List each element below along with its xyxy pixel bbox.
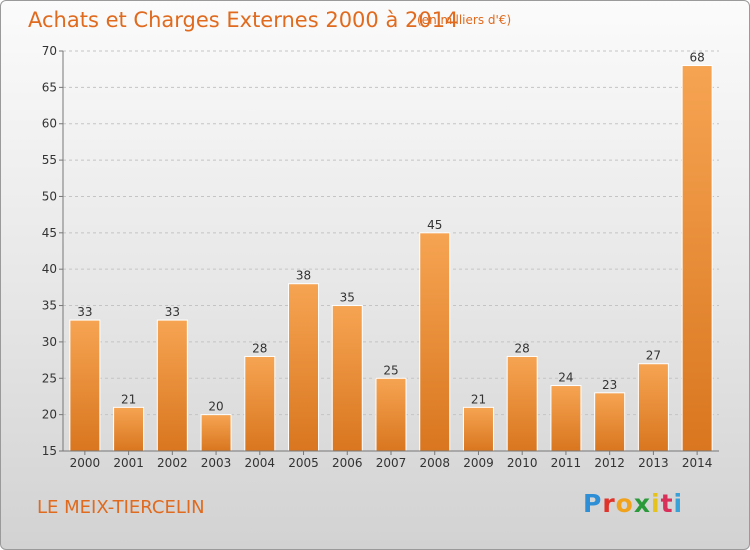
y-tick-label: 25 [42, 371, 57, 385]
bar [681, 65, 713, 452]
x-tick-label: 2014 [682, 456, 713, 470]
proxiti-logo: Proxiti [583, 489, 683, 518]
chart-title: Achats et Charges Externes 2000 à 2014 [28, 8, 459, 32]
axes: 15 20 25 30 35 40 45 50 55 60 65 70 2000 2001 2002 2003… [42, 44, 719, 470]
bar [288, 283, 320, 452]
x-tick-label: 2008 [419, 456, 450, 470]
y-tick-label: 70 [42, 44, 57, 58]
x-tick-label: 2009 [463, 456, 494, 470]
bar [506, 355, 538, 452]
bar [200, 414, 232, 452]
bar [419, 232, 451, 452]
chart-subtitle: (en milliers d'€) [417, 13, 512, 27]
x-tick-label: 2001 [113, 456, 144, 470]
logo-letter: t [660, 489, 674, 518]
bar [244, 355, 276, 452]
data-label: 68 [689, 51, 704, 65]
bar [375, 377, 407, 452]
logo-letter: P [583, 489, 603, 518]
data-label: 33 [165, 305, 180, 319]
bar [594, 392, 626, 452]
data-label: 28 [252, 341, 267, 355]
data-label: 21 [471, 392, 486, 406]
y-tick-label: 55 [42, 153, 57, 167]
data-label: 35 [340, 291, 355, 305]
bar [156, 319, 188, 452]
y-tick-label: 30 [42, 335, 57, 349]
data-label: 45 [427, 218, 442, 232]
y-tick-label: 20 [42, 408, 57, 422]
bar [550, 385, 582, 452]
x-tick-label: 2000 [70, 456, 101, 470]
bar [69, 319, 101, 452]
data-label: 33 [77, 305, 92, 319]
data-label: 38 [296, 269, 311, 283]
bar [331, 305, 363, 452]
y-tick-label: 65 [42, 80, 57, 94]
logo-letter: i [651, 489, 661, 518]
data-label: 21 [121, 392, 136, 406]
data-label: 27 [646, 349, 661, 363]
y-tick-label: 60 [42, 117, 57, 131]
x-tick-label: 2011 [551, 456, 582, 470]
x-tick-label: 2002 [157, 456, 188, 470]
bar [113, 406, 145, 452]
data-label: 28 [515, 341, 530, 355]
logo-letter: i [673, 489, 684, 518]
bar [637, 363, 669, 452]
x-tick-label: 2004 [245, 456, 276, 470]
x-tick-label: 2007 [376, 456, 407, 470]
y-tick-label: 35 [42, 299, 57, 313]
logo-letter: r [602, 489, 616, 518]
x-tick-label: 2005 [288, 456, 319, 470]
y-tick-label: 15 [42, 444, 57, 458]
data-label: 25 [383, 363, 398, 377]
x-tick-label: 2010 [507, 456, 538, 470]
x-tick-label: 2006 [332, 456, 363, 470]
logo-letter: x [633, 489, 651, 518]
bars: 33 21 33 20 28 38 35 25 45 21 28 24 23 27 68 [69, 51, 713, 452]
bar [462, 406, 494, 452]
x-tick-label: 2012 [594, 456, 625, 470]
place-name: LE MEIX-TIERCELIN [37, 497, 205, 518]
data-label: 20 [208, 400, 223, 414]
x-tick-label: 2003 [201, 456, 232, 470]
y-tick-label: 40 [42, 262, 57, 276]
y-tick-label: 50 [42, 189, 57, 203]
logo-letter: o [615, 489, 634, 518]
y-tick-label: 45 [42, 226, 57, 240]
x-tick-label: 2013 [638, 456, 669, 470]
data-label: 23 [602, 378, 617, 392]
data-label: 24 [558, 371, 573, 385]
